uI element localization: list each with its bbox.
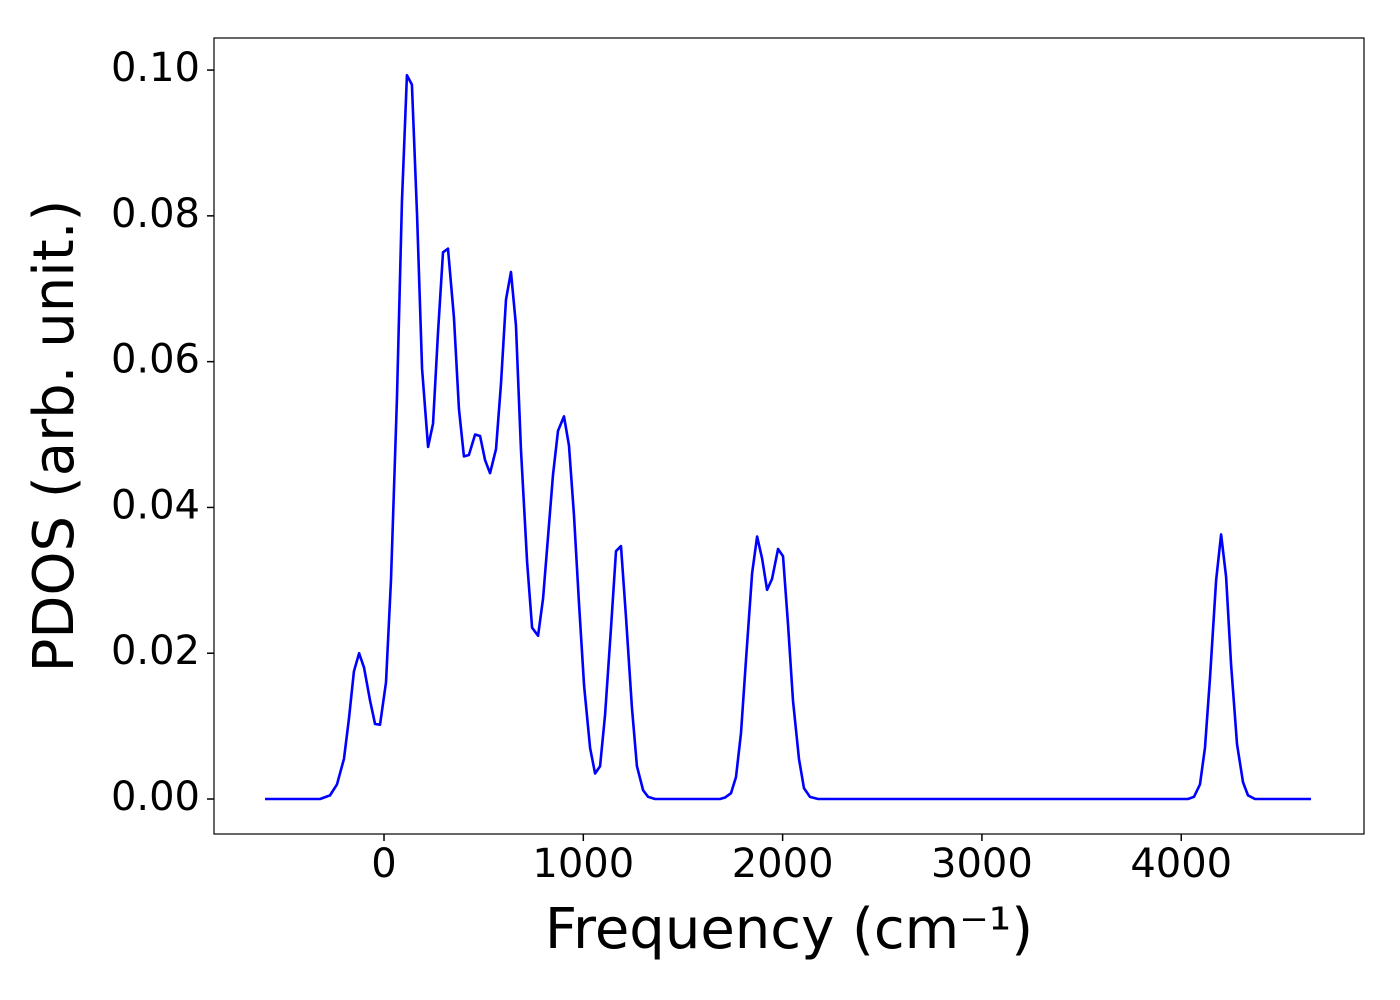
plot-frame	[213, 37, 1365, 835]
y-axis-label: PDOS (arb. unit.)	[22, 200, 87, 673]
x-axis-label: Frequency (cm⁻¹)	[545, 897, 1033, 962]
x-tick-label: 4000	[1130, 841, 1232, 887]
y-tick-label: 0.10	[111, 45, 200, 91]
y-tick-label: 0.02	[111, 628, 200, 674]
x-tick-label: 2000	[732, 841, 834, 887]
y-tick-label: 0.06	[111, 337, 200, 383]
y-tick-label: 0.00	[111, 774, 200, 820]
x-tick-label: 1000	[532, 841, 634, 887]
y-tick-label: 0.04	[111, 482, 200, 528]
line	[265, 73, 1311, 801]
y-tick-label: 0.08	[111, 191, 200, 237]
x-tick-label: 3000	[931, 841, 1033, 887]
x-tick-label: 0	[371, 841, 396, 887]
